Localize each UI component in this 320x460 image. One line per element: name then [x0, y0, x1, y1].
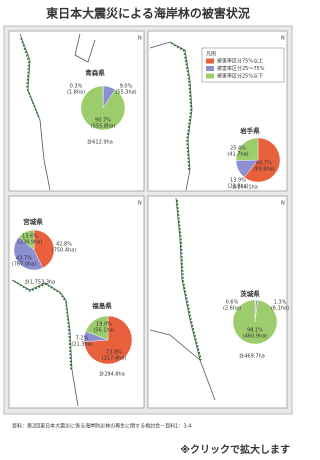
- pie-wedge: [85, 315, 109, 341]
- segment-percent: 13.9%: [230, 178, 246, 184]
- segment-area: (555.8ha): [91, 124, 115, 130]
- segment-percent: 13.6%: [22, 234, 38, 240]
- segment-percent: 25.4%: [230, 146, 246, 152]
- segment-percent: 1.3%: [274, 300, 287, 306]
- segment-area: (460.9ha): [243, 334, 267, 340]
- segment-percent: 43.7%: [16, 256, 32, 262]
- legend-label: 被害率区分75%以上: [217, 58, 263, 65]
- pie-wedge: [18, 229, 35, 251]
- segment-percent: 19.0%: [96, 322, 112, 328]
- segment-percent: 9.0%: [120, 84, 133, 90]
- segment-area: (6.1ha): [271, 306, 289, 312]
- segment-area: (238.9ha): [18, 240, 42, 246]
- panel-name: 岩手県: [239, 126, 260, 135]
- panel-total: 計164.1ha: [232, 184, 258, 191]
- segment-percent: 73.8%: [106, 350, 122, 356]
- panel-name: 茨城県: [240, 289, 260, 298]
- legend-title: 凡例: [206, 51, 216, 58]
- legend: 凡例: [201, 47, 285, 83]
- segment-area: (22.8ha): [227, 184, 248, 190]
- panel-name: 青森県: [85, 68, 105, 77]
- segment-area: (56.1ha): [93, 328, 114, 334]
- segment-percent: 60.7%: [256, 161, 272, 167]
- panel-name: 宮城県: [23, 217, 43, 226]
- north: N: [281, 36, 285, 42]
- zoom-note[interactable]: ※クリックで拡大します: [180, 443, 290, 456]
- panel-total: 計294.8ha: [99, 371, 125, 378]
- pie-wedge: [80, 85, 126, 131]
- segment-area: (55.3ha): [115, 90, 136, 96]
- legend-box: [201, 47, 285, 83]
- segment-area: (21.3ha): [71, 342, 92, 348]
- segment-area: (1.8ha): [67, 90, 85, 96]
- segment-percent: 42.8%: [56, 242, 72, 248]
- pie-wedge: [232, 299, 278, 345]
- north: N: [138, 201, 142, 207]
- panel-total: 計469.7ha: [239, 353, 265, 360]
- pie-wedge: [33, 229, 55, 269]
- segment-percent: 7.2%: [76, 336, 89, 342]
- map-ibaraki: N: [147, 195, 288, 409]
- panel-total: 計612.9ha: [87, 139, 113, 146]
- segment-area: (217.4ha): [102, 356, 126, 362]
- north: N: [138, 36, 142, 42]
- legend-swatch: [206, 73, 214, 79]
- pie-wedge: [83, 315, 133, 365]
- segment-area: (767.0ha): [12, 262, 36, 268]
- segment-area: (41.7ha): [227, 152, 248, 158]
- pie-wedge: [13, 236, 44, 271]
- title: 東日本大震災による海岸林の被害状況: [46, 6, 250, 21]
- segment-area: (2.6ha): [223, 306, 241, 312]
- source: 資料：第2回東日本大震災に係る海岸防災林の再生に関する検討会－資料1：3-4: [12, 423, 192, 430]
- segment-percent: 0.6%: [226, 300, 239, 306]
- segment-area: (750.4ha): [52, 248, 76, 254]
- pie-wedge: [244, 137, 281, 183]
- segment-percent: 98.1%: [247, 328, 263, 334]
- legend-swatch: [206, 66, 214, 71]
- legend-swatch: [206, 58, 214, 64]
- north: N: [281, 201, 285, 207]
- figure[interactable]: 東日本大震災による海岸林の被害状況 N N N N 凡例 資料：第2回東日本大震…: [0, 0, 296, 460]
- segment-percent: 90.7%: [95, 118, 111, 124]
- panel-total: 計1,753.3ha: [25, 279, 55, 286]
- legend-label: 被害率区分25%以下: [217, 73, 263, 80]
- panel-name: 福島県: [91, 301, 112, 310]
- legend-label: 被害率区分25～75%: [217, 65, 265, 72]
- segment-area: (99.8ha): [253, 167, 274, 173]
- pie-wedge: [235, 137, 259, 161]
- segment-percent: 0.3%: [70, 84, 83, 90]
